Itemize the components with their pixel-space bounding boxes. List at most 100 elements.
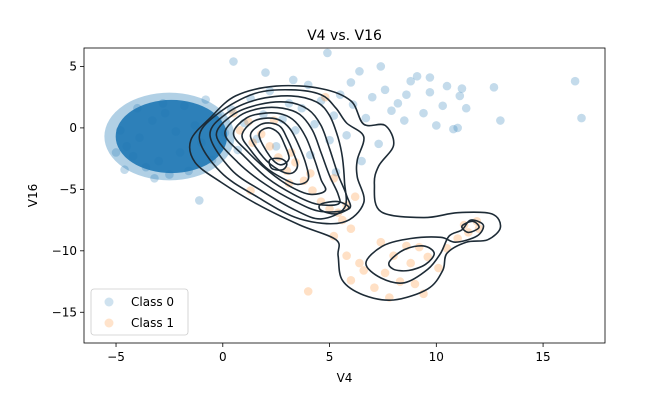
class0-point [357, 156, 366, 166]
class1-point [410, 279, 420, 289]
class0-point [438, 101, 448, 111]
class1-point [246, 186, 255, 195]
class0-point [278, 114, 287, 124]
legend-label-class0: Class 0 [131, 295, 174, 309]
class1-point [350, 192, 360, 202]
contour-line [241, 117, 310, 186]
class0-point [442, 81, 452, 91]
class0-point [141, 162, 151, 172]
contour-line [365, 219, 485, 284]
class0-point [284, 99, 294, 108]
contour-line [249, 122, 299, 175]
x-axis-label: V4 [337, 371, 353, 385]
contour-line [232, 112, 327, 196]
class0-point [489, 83, 499, 92]
y-axis-label: V16 [26, 184, 40, 207]
class0-density-core [115, 99, 228, 174]
x-tick-label: 15 [535, 350, 550, 364]
class0-point [261, 68, 270, 77]
contour-line [461, 220, 480, 234]
class0-point [135, 133, 144, 143]
class1-point [414, 242, 424, 252]
class0-point [425, 73, 435, 82]
class0-point [412, 71, 422, 81]
class0-point [190, 121, 200, 130]
class1-point [370, 283, 379, 292]
class0-point [201, 95, 211, 104]
class0-point [229, 57, 238, 66]
class0-point [406, 76, 415, 86]
class0-density-layer [104, 92, 235, 181]
class1-points [229, 92, 484, 302]
class1-point [434, 263, 443, 273]
class0-point [323, 48, 332, 58]
class1-point [303, 287, 313, 296]
class0-point [207, 155, 217, 165]
class1-point [359, 266, 369, 275]
class0-point [419, 108, 428, 118]
class0-point [160, 108, 170, 118]
plot-frame [83, 47, 606, 344]
legend-marker-class1 [104, 318, 114, 328]
class0-point [425, 87, 435, 97]
contour-line [188, 84, 502, 302]
contour-line [318, 200, 350, 215]
contour-line [258, 127, 290, 166]
legend-box [90, 288, 189, 336]
class0-point [128, 151, 138, 161]
class1-point [380, 268, 390, 278]
contour-line [209, 95, 348, 220]
class0-point [165, 170, 174, 179]
contour-line [388, 244, 435, 272]
class0-point [150, 173, 159, 183]
y-tick-label: −15 [52, 305, 77, 319]
class0-point [453, 123, 462, 133]
class0-point [184, 166, 193, 176]
class0-point [367, 92, 377, 102]
class0-point [120, 165, 129, 174]
class1-point [389, 251, 398, 261]
class0-point [310, 119, 319, 129]
legend-label-class1: Class 1 [131, 316, 174, 330]
legend-marker-class0 [104, 297, 114, 307]
class0-point [402, 90, 411, 100]
y-tick-label: 0 [69, 121, 77, 135]
contour-line [268, 157, 288, 171]
class0-point [361, 113, 371, 123]
class0-point [432, 121, 441, 130]
legend: Class 0 Class 1 [90, 288, 189, 336]
contour-line [215, 101, 352, 213]
class0-point [455, 91, 465, 101]
class0-point [380, 85, 390, 95]
class0-point [303, 80, 313, 90]
class0-point [288, 75, 298, 85]
contour-line [198, 88, 365, 225]
x-tick-label: 10 [429, 350, 444, 364]
y-tick-label: −5 [59, 182, 77, 196]
class1-point [453, 234, 462, 243]
class0-point [171, 127, 181, 136]
class0-point [259, 110, 268, 119]
x-tick-label: 5 [326, 350, 334, 364]
class0-point [570, 76, 580, 86]
y-tick-label: 5 [69, 59, 77, 73]
y-axis: 5 0 −5 −10 −15 [52, 59, 84, 319]
class0-point [449, 124, 458, 134]
class0-point [461, 103, 471, 113]
class0-point [154, 156, 164, 166]
class0-point [175, 148, 185, 157]
class0-point [271, 142, 281, 151]
class1-point [325, 204, 334, 214]
class1-point [346, 224, 356, 233]
class0-point [115, 126, 125, 135]
class0-point [329, 111, 339, 120]
chart-title: V4 vs. V16 [307, 28, 382, 44]
class1-point [406, 258, 415, 268]
class1-point [423, 252, 433, 262]
class1-point [329, 231, 339, 241]
class0-point [111, 148, 121, 157]
density-contours [188, 84, 502, 302]
class0-point [399, 116, 409, 125]
class0-point [122, 142, 132, 151]
